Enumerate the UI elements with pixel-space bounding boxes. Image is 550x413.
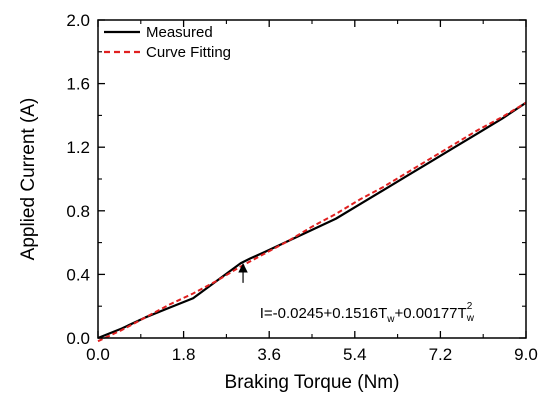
- eq-sub-1: w: [386, 314, 395, 325]
- y-tick-label: 2.0: [66, 11, 90, 30]
- equation-annotation: I=-0.0245+0.1516Tw+0.00177T2 w: [238, 263, 475, 325]
- x-tick-labels: 0.0 1.8 3.6 5.4 7.2 9.0: [86, 345, 538, 364]
- legend-label-curve-fitting: Curve Fitting: [146, 44, 231, 61]
- eq-part-1: I=-0.0245+0.1516T: [260, 305, 388, 322]
- series-line-measured: [97, 101, 527, 340]
- y-tick-label: 1.6: [66, 75, 90, 94]
- y-tick-label: 0.4: [66, 265, 90, 284]
- legend-label-measured: Measured: [146, 24, 213, 41]
- x-axis-title: Braking Torque (Nm): [225, 372, 400, 393]
- x-tick-label: 1.8: [172, 345, 196, 364]
- x-tick-label: 9.0: [514, 345, 538, 364]
- eq-part-2: +0.00177T: [395, 305, 467, 322]
- y-tick-labels: 0.0 0.4 0.8 1.2 1.6 2.0: [66, 11, 90, 348]
- plot-frame: [97, 19, 527, 339]
- y-axis-title: Applied Current (A): [18, 98, 39, 261]
- series-layer: [97, 101, 527, 343]
- eq-sup-2: 2: [467, 301, 473, 312]
- y-tick-label: 0.0: [66, 329, 90, 348]
- x-tick-label: 7.2: [429, 345, 453, 364]
- series-line-curve-fitting: [97, 101, 527, 343]
- x-tick-label: 3.6: [257, 345, 281, 364]
- y-tick-label: 1.2: [66, 138, 90, 157]
- x-tick-label: 5.4: [343, 345, 367, 364]
- fit-equation: I=-0.0245+0.1516Tw+0.00177T2 w: [260, 301, 475, 325]
- y-tick-label: 0.8: [66, 202, 90, 221]
- eq-sub-2: w: [466, 313, 475, 324]
- legend: Measured Curve Fitting: [104, 24, 231, 61]
- x-tick-label: 0.0: [86, 345, 110, 364]
- tick-marks: [97, 19, 527, 339]
